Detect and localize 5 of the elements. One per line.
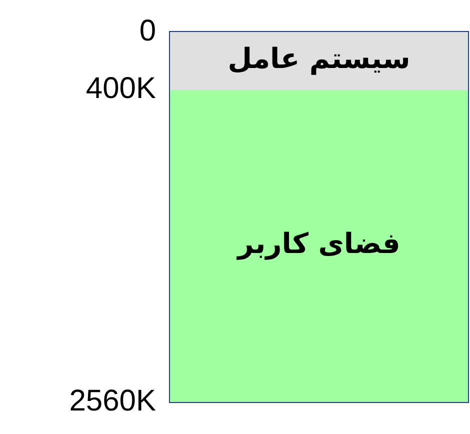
series-label: فضای کاربر [236,227,400,260]
y-tick-label: 400K [86,72,156,106]
y-tick-label: 0 [139,14,156,48]
series-label: سیستم عامل [228,42,410,76]
y-tick-label: 2560K [69,384,156,418]
